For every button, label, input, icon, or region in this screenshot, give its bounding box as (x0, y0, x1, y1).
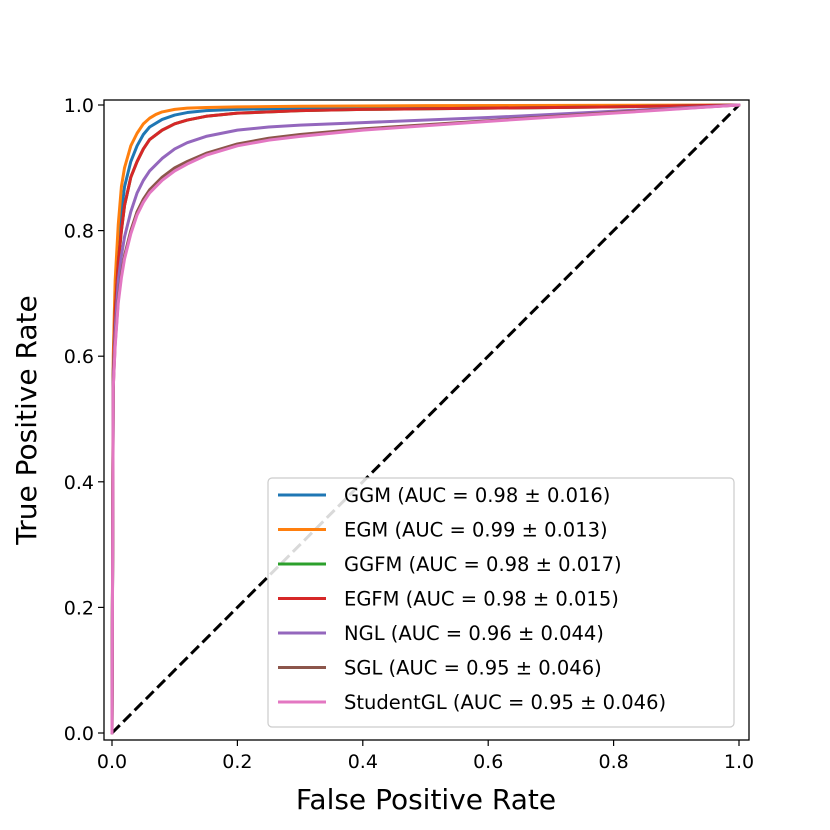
x-tick-label: 0.6 (473, 751, 503, 773)
series-line-studentgl (110, 103, 741, 735)
plot-frame (103, 99, 750, 741)
series-line-ngl (110, 103, 741, 735)
y-axis: 0.0 0.2 0.4 0.6 0.8 1.0 (64, 95, 104, 745)
legend: GGM (AUC = 0.98 ± 0.016) EGM (AUC = 0.99 … (267, 477, 735, 728)
y-tick-label: 0.8 (64, 221, 94, 243)
diagonal-layer (110, 103, 741, 735)
x-tick-label: 0.2 (222, 751, 252, 773)
legend-label-egfm: EGFM (AUC = 0.98 ± 0.015) (344, 588, 619, 611)
chance-diagonal-line (110, 103, 741, 735)
series-line-egm (110, 103, 741, 735)
y-tick-label: 0.4 (64, 472, 94, 494)
legend-label-sgl: SGL (AUC = 0.95 ± 0.046) (344, 657, 602, 680)
y-axis-label: True Positive Rate (10, 295, 43, 545)
y-tick-label: 0.0 (64, 723, 94, 745)
y-tick-label: 0.6 (64, 346, 94, 368)
legend-label-ngl: NGL (AUC = 0.96 ± 0.044) (344, 622, 604, 645)
legend-box (267, 477, 735, 728)
y-tick-label: 1.0 (64, 95, 94, 117)
x-tick-label: 0.4 (348, 751, 378, 773)
x-axis-label: False Positive Rate (296, 783, 556, 816)
legend-label-ggfm: GGFM (AUC = 0.98 ± 0.017) (344, 553, 622, 576)
legend-label-studentgl: StudentGL (AUC = 0.95 ± 0.046) (344, 691, 666, 714)
legend-label-egm: EGM (AUC = 0.99 ± 0.013) (344, 519, 608, 542)
legend-label-ggm: GGM (AUC = 0.98 ± 0.016) (344, 484, 610, 507)
x-axis: 0.0 0.2 0.4 0.6 0.8 1.0 (97, 740, 754, 773)
x-tick-label: 0.0 (97, 751, 127, 773)
y-tick-label: 0.2 (64, 597, 94, 619)
series-line-egfm (110, 103, 741, 735)
x-tick-label: 1.0 (724, 751, 754, 773)
series-layer (110, 103, 741, 735)
x-tick-label: 0.8 (598, 751, 628, 773)
